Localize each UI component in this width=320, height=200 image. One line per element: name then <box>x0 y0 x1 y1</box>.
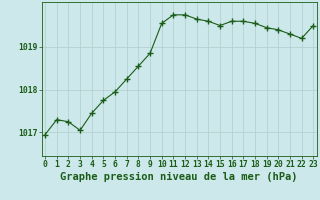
X-axis label: Graphe pression niveau de la mer (hPa): Graphe pression niveau de la mer (hPa) <box>60 172 298 182</box>
